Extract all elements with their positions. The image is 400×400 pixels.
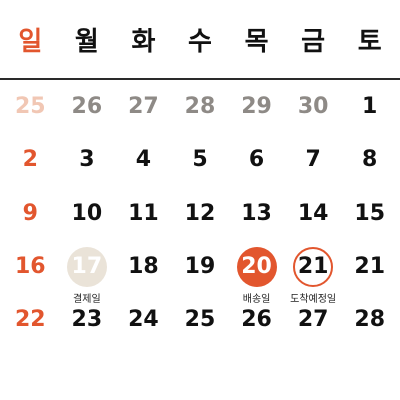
day-number: 7 [305, 147, 321, 173]
day-number: 23 [71, 307, 103, 333]
day-cell[interactable]: 3 [59, 133, 116, 186]
day-number: 17 [66, 246, 107, 287]
day-number: 4 [135, 147, 152, 173]
day-cell[interactable]: 27 [115, 80, 172, 133]
day-cell[interactable]: 22 [2, 293, 59, 346]
weekday-sunday: 일 [18, 26, 43, 57]
day-number: 12 [184, 200, 216, 226]
day-number: 29 [241, 94, 272, 120]
weekday-friday: 금 [301, 26, 326, 57]
shipping-label: 배송일 [242, 293, 271, 305]
day-cell[interactable]: 8 [341, 133, 398, 186]
day-cell[interactable]: 10 [59, 187, 116, 240]
day-cell[interactable]: 24 [115, 293, 172, 346]
day-number: 18 [128, 254, 159, 280]
day-cell[interactable]: 16 [2, 240, 59, 293]
day-number: 5 [192, 147, 208, 173]
day-number: 26 [71, 94, 103, 120]
day-number: 2 [22, 147, 38, 173]
day-number: 14 [297, 200, 329, 226]
day-cell[interactable]: 25 [172, 293, 229, 346]
day-cell[interactable]: 11 [115, 187, 172, 240]
day-cell-arrival[interactable]: 21 도착예정일 [285, 240, 342, 305]
day-cell[interactable]: 19 [172, 240, 229, 293]
day-number: 22 [14, 307, 46, 333]
day-number: 21 [354, 254, 386, 280]
weekday-wednesday: 수 [188, 26, 212, 57]
day-cell[interactable]: 28 [341, 293, 398, 346]
weekday-saturday: 토 [357, 26, 382, 57]
day-cell[interactable]: 2 [2, 133, 59, 186]
day-number: 27 [297, 307, 329, 333]
day-cell[interactable]: 9 [2, 187, 59, 240]
day-number: 11 [128, 200, 159, 226]
day-number: 13 [241, 200, 272, 226]
weekday-tuesday: 화 [131, 26, 156, 57]
day-cell[interactable]: 5 [172, 133, 229, 186]
day-number: 25 [184, 307, 216, 333]
day-cell[interactable]: 14 [285, 187, 342, 240]
arrival-label: 도착예정일 [290, 293, 337, 305]
day-cell[interactable]: 29 [228, 80, 285, 133]
day-number: 28 [354, 307, 386, 333]
weekday-thursday: 목 [244, 26, 269, 57]
weekday-monday: 월 [74, 26, 99, 57]
day-number: 9 [22, 200, 38, 226]
day-number: 6 [248, 147, 265, 173]
calendar-grid: 25 26 27 28 29 30 1 2 3 4 5 6 7 8 9 10 11 12 13 14 15 16 17 결제일… [0, 80, 400, 400]
day-cell[interactable]: 25 [2, 80, 59, 133]
day-number: 28 [184, 94, 216, 120]
day-cell[interactable]: 1 [341, 80, 398, 133]
day-cell[interactable]: 18 [115, 240, 172, 293]
day-number: 15 [354, 200, 386, 226]
day-number: 27 [128, 94, 159, 120]
day-number: 20 [236, 246, 277, 287]
day-number: 19 [184, 254, 216, 280]
day-cell[interactable]: 27 [285, 293, 342, 346]
day-number: 10 [71, 200, 103, 226]
day-cell[interactable]: 21 [341, 240, 398, 293]
day-cell[interactable]: 12 [172, 187, 229, 240]
day-number: 30 [297, 94, 329, 120]
day-cell[interactable]: 26 [59, 80, 116, 133]
day-number: 16 [14, 254, 46, 280]
day-cell[interactable]: 26 [228, 293, 285, 346]
day-cell[interactable]: 6 [228, 133, 285, 186]
header-divider [0, 78, 400, 80]
day-number: 24 [128, 307, 159, 333]
day-cell[interactable]: 13 [228, 187, 285, 240]
day-cell[interactable]: 15 [341, 187, 398, 240]
day-cell-payment[interactable]: 17 결제일 [59, 240, 116, 305]
day-cell[interactable]: 4 [115, 133, 172, 186]
day-number: 26 [241, 307, 272, 333]
day-cell[interactable]: 7 [285, 133, 342, 186]
day-cell[interactable]: 23 [59, 293, 116, 346]
day-number: 3 [79, 147, 95, 173]
day-number: 8 [362, 147, 378, 173]
day-number: 21 [293, 246, 334, 287]
day-cell[interactable]: 30 [285, 80, 342, 133]
weekday-header: 일 월 화 수 목 금 토 [0, 0, 400, 78]
payment-label: 결제일 [73, 293, 101, 305]
day-cell-shipping[interactable]: 20 배송일 [228, 240, 285, 305]
day-number: 25 [14, 94, 46, 120]
day-cell[interactable]: 28 [172, 80, 229, 133]
day-number: 1 [362, 94, 378, 120]
